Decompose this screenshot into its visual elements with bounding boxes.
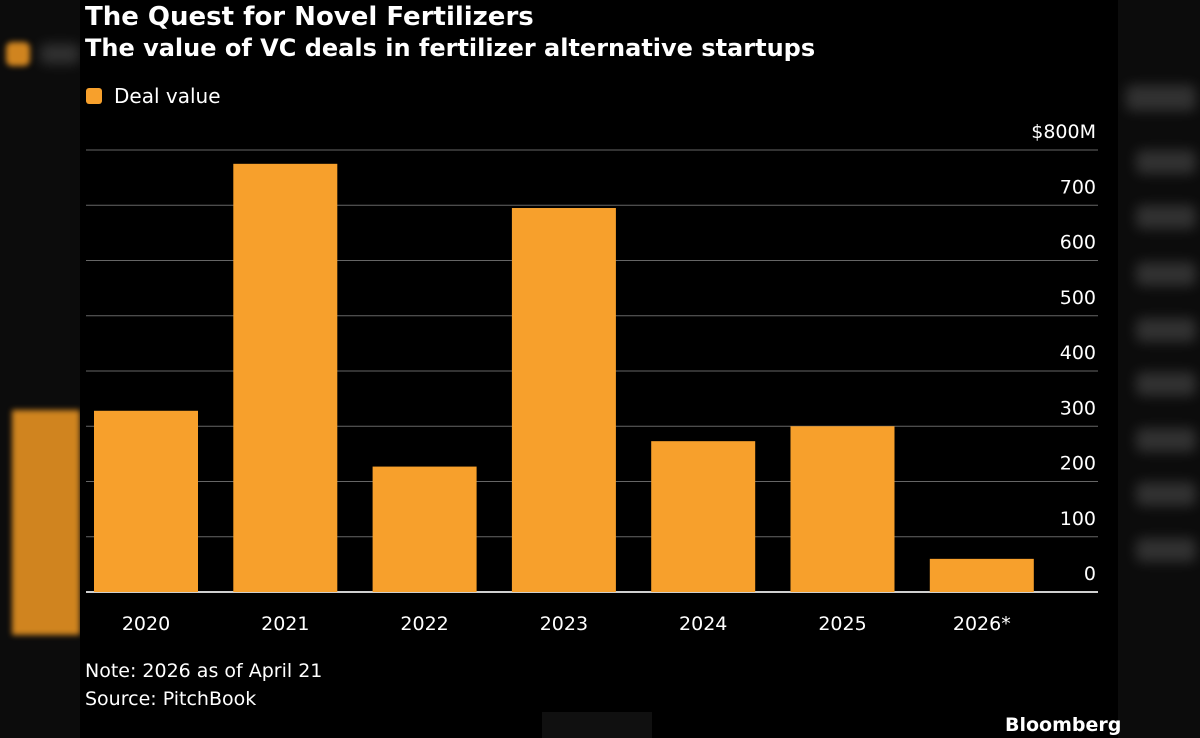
bar-2026: [929, 558, 1034, 592]
chart-subtitle: The value of VC deals in fertilizer alte…: [85, 34, 816, 62]
y-tick-label: 400: [1060, 342, 1096, 364]
y-axis-labels: 0 100 200 300 400 500 600 700 $800M: [1031, 121, 1096, 585]
x-axis-labels: 2020 2021 2022 2023 2024 2025 2026*: [122, 613, 1011, 635]
y-tick-label: 600: [1060, 232, 1096, 254]
y-tick-label: 200: [1060, 453, 1096, 475]
background-photo-right: [1118, 0, 1200, 738]
x-tick-label: 2026*: [953, 613, 1011, 635]
background-photo-left: [0, 0, 80, 738]
bar-2020: [94, 410, 198, 592]
chart-source: Source: PitchBook: [85, 688, 257, 710]
bar-2022: [372, 466, 477, 592]
bar-chart: 0 100 200 300 400 500 600 700 $800M 2020 2021 2022…: [86, 121, 1098, 635]
chart-title: The Quest for Novel Fertilizers: [85, 2, 534, 32]
bar-2024: [651, 441, 756, 592]
y-tick-label: 500: [1060, 287, 1096, 309]
legend-label: Deal value: [114, 84, 221, 108]
legend-swatch: [86, 88, 102, 104]
x-tick-label: 2025: [818, 613, 866, 635]
x-tick-label: 2020: [122, 613, 170, 635]
x-tick-label: 2022: [400, 613, 448, 635]
chart-note: Note: 2026 as of April 21: [85, 660, 323, 682]
x-tick-label: 2023: [540, 613, 588, 635]
chart-legend: Deal value: [86, 84, 221, 108]
bar-2021: [233, 163, 338, 592]
thumbnail-strip: [542, 712, 652, 738]
bar-2025: [790, 426, 895, 592]
bar-2023: [511, 208, 616, 592]
chart-card: The Quest for Novel Fertilizers The valu…: [80, 0, 1122, 738]
brand-logo: Bloomberg: [1005, 714, 1122, 736]
y-tick-label: $800M: [1031, 121, 1096, 143]
y-tick-label: 700: [1060, 176, 1096, 198]
bars: [94, 163, 1034, 592]
y-tick-label: 100: [1060, 508, 1096, 530]
y-tick-label: 300: [1060, 397, 1096, 419]
x-tick-label: 2021: [261, 613, 309, 635]
y-tick-label: 0: [1084, 563, 1096, 585]
x-tick-label: 2024: [679, 613, 727, 635]
